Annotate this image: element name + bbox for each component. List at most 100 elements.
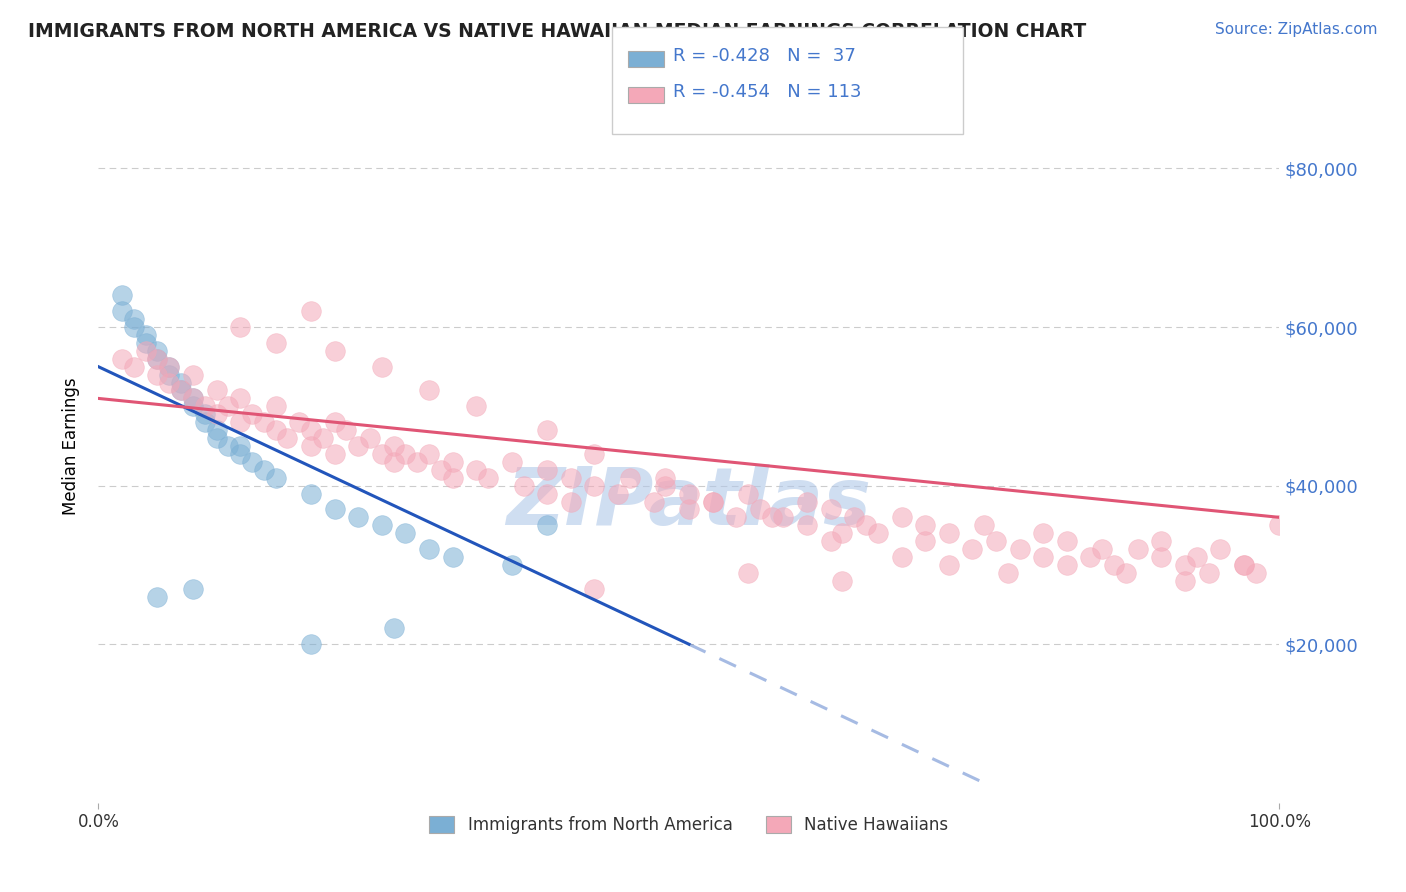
Point	[831, 574, 853, 588]
Point	[855, 518, 877, 533]
Point	[371, 359, 394, 374]
Point	[146, 590, 169, 604]
Point	[240, 407, 263, 421]
Point	[1198, 566, 1220, 580]
Point	[157, 359, 180, 374]
Point	[465, 400, 488, 414]
Point	[299, 486, 322, 500]
Text: Source: ZipAtlas.com: Source: ZipAtlas.com	[1215, 22, 1378, 37]
Point	[299, 439, 322, 453]
Point	[194, 400, 217, 414]
Point	[737, 566, 759, 580]
Point	[1233, 558, 1256, 572]
Point	[382, 621, 405, 635]
Point	[371, 518, 394, 533]
Point	[1115, 566, 1137, 580]
Point	[418, 447, 440, 461]
Point	[820, 502, 842, 516]
Point	[371, 447, 394, 461]
Point	[984, 534, 1007, 549]
Point	[394, 447, 416, 461]
Point	[678, 502, 700, 516]
Point	[796, 518, 818, 533]
Point	[678, 486, 700, 500]
Point	[914, 518, 936, 533]
Point	[157, 376, 180, 390]
Point	[111, 351, 134, 366]
Point	[1091, 542, 1114, 557]
Point	[205, 423, 228, 437]
Point	[938, 526, 960, 541]
Y-axis label: Median Earnings: Median Earnings	[62, 377, 80, 515]
Point	[170, 376, 193, 390]
Point	[229, 439, 252, 453]
Point	[299, 637, 322, 651]
Point	[205, 407, 228, 421]
Point	[217, 439, 239, 453]
Point	[264, 335, 287, 350]
Point	[725, 510, 748, 524]
Point	[1185, 549, 1208, 564]
Point	[1032, 549, 1054, 564]
Point	[170, 384, 193, 398]
Point	[135, 328, 157, 343]
Point	[111, 288, 134, 302]
Point	[844, 510, 866, 524]
Point	[181, 392, 204, 406]
Point	[347, 510, 370, 524]
Point	[229, 320, 252, 334]
Point	[796, 494, 818, 508]
Point	[382, 439, 405, 453]
Point	[1174, 574, 1197, 588]
Point	[831, 526, 853, 541]
Point	[111, 304, 134, 318]
Point	[217, 400, 239, 414]
Point	[501, 455, 523, 469]
Point	[1244, 566, 1267, 580]
Point	[607, 486, 630, 500]
Point	[323, 415, 346, 429]
Point	[654, 471, 676, 485]
Point	[276, 431, 298, 445]
Point	[890, 510, 912, 524]
Point	[146, 343, 169, 358]
Text: R = -0.428   N =  37: R = -0.428 N = 37	[673, 47, 856, 65]
Point	[418, 542, 440, 557]
Point	[737, 486, 759, 500]
Point	[181, 368, 204, 382]
Point	[583, 582, 606, 596]
Point	[702, 494, 724, 508]
Point	[181, 400, 204, 414]
Point	[654, 478, 676, 492]
Point	[536, 518, 558, 533]
Point	[536, 423, 558, 437]
Text: ZIPatlas: ZIPatlas	[506, 464, 872, 542]
Point	[122, 312, 145, 326]
Point	[619, 471, 641, 485]
Point	[1233, 558, 1256, 572]
Point	[205, 384, 228, 398]
Point	[253, 415, 276, 429]
Point	[394, 526, 416, 541]
Point	[135, 335, 157, 350]
Point	[299, 423, 322, 437]
Point	[914, 534, 936, 549]
Point	[583, 447, 606, 461]
Point	[1032, 526, 1054, 541]
Point	[465, 463, 488, 477]
Point	[323, 502, 346, 516]
Legend: Immigrants from North America, Native Hawaiians: Immigrants from North America, Native Ha…	[423, 809, 955, 841]
Point	[441, 471, 464, 485]
Point	[1150, 534, 1173, 549]
Point	[194, 407, 217, 421]
Point	[761, 510, 783, 524]
Point	[323, 447, 346, 461]
Point	[299, 304, 322, 318]
Point	[501, 558, 523, 572]
Point	[323, 343, 346, 358]
Point	[748, 502, 770, 516]
Point	[157, 359, 180, 374]
Point	[170, 384, 193, 398]
Point	[122, 359, 145, 374]
Point	[205, 431, 228, 445]
